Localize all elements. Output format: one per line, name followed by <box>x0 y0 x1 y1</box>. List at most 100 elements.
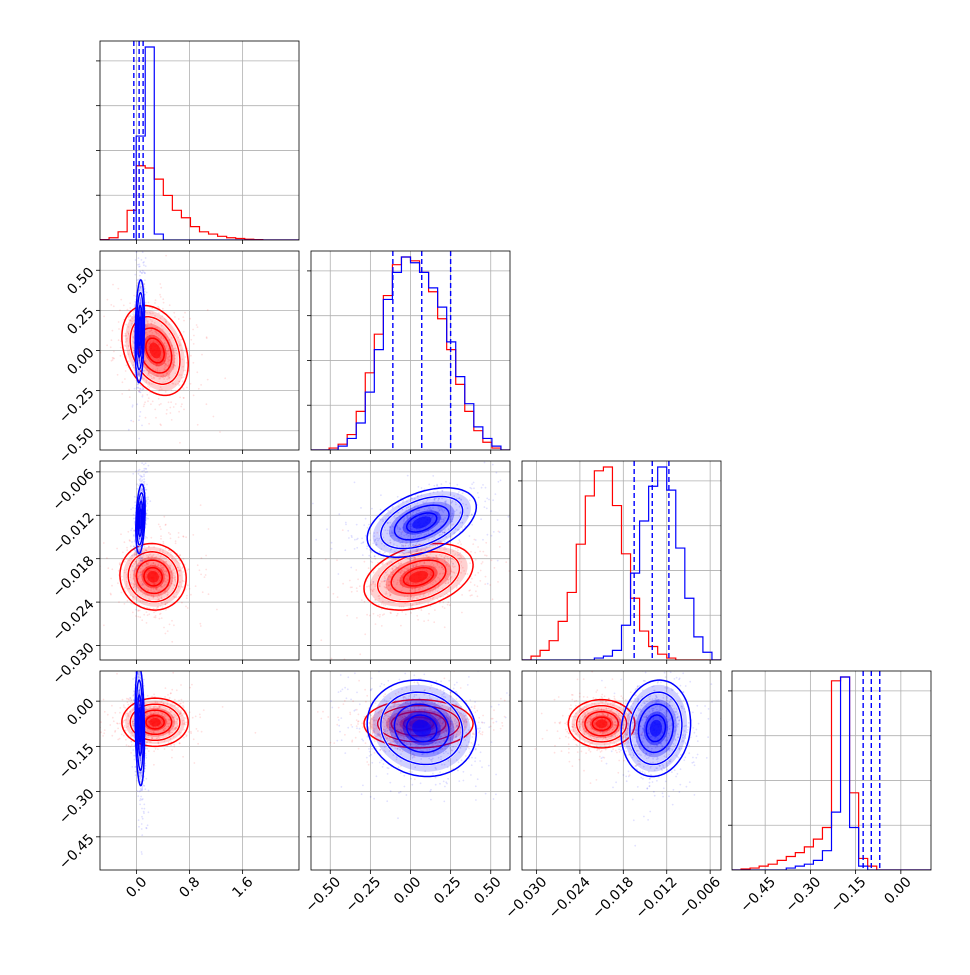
scatter-point <box>121 558 123 560</box>
scatter-point <box>498 481 500 483</box>
scatter-point <box>474 584 476 586</box>
scatter-point <box>207 309 209 311</box>
scatter-point <box>482 551 484 553</box>
scatter-point <box>111 585 113 587</box>
scatter-point <box>325 559 327 561</box>
scatter-point <box>425 555 427 557</box>
scatter-point <box>133 530 135 532</box>
scatter-point <box>179 742 181 744</box>
scatter-point <box>167 694 169 696</box>
scatter-point <box>462 492 464 494</box>
scatter-point <box>112 330 114 332</box>
scatter-point <box>455 547 457 549</box>
scatter-point <box>141 386 143 388</box>
scatter-point <box>349 580 351 582</box>
scatter-point <box>131 323 133 325</box>
scatter-point <box>197 730 199 732</box>
scatter-point <box>120 592 122 594</box>
scatter-point <box>163 516 165 518</box>
scatter-point <box>380 494 382 496</box>
scatter-point <box>418 486 420 488</box>
scatter-point <box>427 620 429 622</box>
scatter-point <box>171 749 173 751</box>
scatter-point <box>186 362 188 364</box>
scatter-point <box>122 551 124 553</box>
scatter-point <box>133 295 135 297</box>
scatter-point <box>130 508 132 510</box>
scatter-point <box>63 704 65 706</box>
scatter-point <box>484 554 486 556</box>
scatter-point <box>110 346 112 348</box>
scatter-point <box>138 266 140 268</box>
scatter-point <box>477 572 479 574</box>
scatter-point <box>197 743 199 745</box>
scatter-point <box>486 498 488 500</box>
scatter-point <box>350 567 352 569</box>
scatter-point <box>474 552 476 554</box>
scatter-point <box>492 464 494 466</box>
scatter-point <box>146 509 148 511</box>
scatter-point <box>180 406 182 408</box>
scatter-point <box>188 568 190 570</box>
scatter-point <box>155 417 157 419</box>
scatter-point <box>381 625 383 627</box>
scatter-point <box>107 299 109 301</box>
scatter-point <box>162 308 164 310</box>
scatter-point <box>356 617 358 619</box>
scatter-point <box>500 480 502 482</box>
scatter-point <box>326 528 328 530</box>
scatter-point <box>143 404 145 406</box>
scatter-point <box>148 465 150 467</box>
scatter-point <box>167 630 169 632</box>
scatter-point <box>128 389 130 391</box>
scatter-point <box>470 551 472 553</box>
scatter-point <box>385 605 387 607</box>
scatter-point <box>141 241 143 243</box>
scatter-point <box>479 551 481 553</box>
scatter-point <box>336 559 338 561</box>
scatter-point <box>138 257 140 259</box>
scatter-point <box>143 478 145 480</box>
scatter-point <box>189 318 191 320</box>
scatter-point <box>142 396 144 398</box>
scatter-point <box>441 483 443 485</box>
scatter-point <box>369 532 371 534</box>
scatter-point <box>127 309 129 311</box>
scatter-point <box>144 279 146 281</box>
scatter-point <box>119 309 121 311</box>
scatter-point <box>146 489 148 491</box>
scatter-point <box>93 620 95 622</box>
scatter-point <box>170 744 172 746</box>
scatter-point <box>182 380 184 382</box>
scatter-point <box>144 546 146 548</box>
scatter-point <box>494 567 496 569</box>
scatter-point <box>130 582 132 584</box>
scatter-point <box>354 539 356 541</box>
scatter-point <box>199 716 201 718</box>
scatter-point <box>193 738 195 740</box>
scatter-point <box>118 339 120 341</box>
scatter-point <box>130 603 132 605</box>
scatter-point <box>185 724 187 726</box>
scatter-point <box>136 403 138 405</box>
scatter-point <box>126 744 128 746</box>
scatter-point <box>197 564 199 566</box>
scatter-point <box>158 398 160 400</box>
scatter-point <box>193 362 195 364</box>
scatter-point <box>400 625 402 627</box>
scatter-point <box>109 724 111 726</box>
scatter-point <box>132 507 134 509</box>
scatter-point <box>171 419 173 421</box>
scatter-point <box>170 412 172 414</box>
scatter-point <box>124 725 126 727</box>
scatter-point <box>447 601 449 603</box>
scatter-point <box>138 419 140 421</box>
scatter-point <box>331 542 333 544</box>
scatter-point <box>113 720 115 722</box>
scatter-point <box>391 561 393 563</box>
scatter-point <box>192 329 194 331</box>
scatter-point <box>379 616 381 618</box>
scatter-point <box>145 462 147 464</box>
scatter-point <box>182 586 184 588</box>
